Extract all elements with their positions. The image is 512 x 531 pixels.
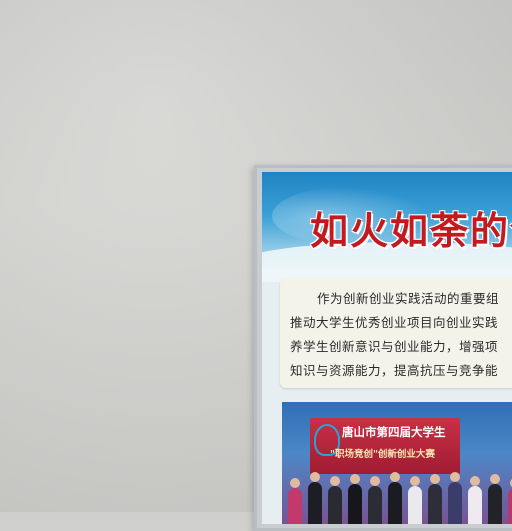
person-figure	[468, 486, 482, 524]
person-head	[510, 478, 512, 488]
poster: 如火如荼的创 作为创新创业实践活动的重要组 推动大学生优秀创业项目向创业实践 养…	[262, 172, 512, 524]
person-head	[390, 472, 400, 482]
person-head	[470, 476, 480, 486]
person-head	[410, 476, 420, 486]
person-figure	[308, 482, 322, 524]
poster-text-line: 养学生创新意识与创业能力，增强项	[290, 339, 499, 354]
banner-wave	[262, 242, 512, 282]
world-map-graphic	[272, 186, 432, 246]
person-head	[490, 474, 500, 484]
person-figure	[388, 482, 402, 524]
event-sign-line2: "职场竞创"创新创业大赛	[330, 449, 435, 460]
person-figure	[428, 484, 442, 524]
person-head	[310, 472, 320, 482]
person-head	[290, 478, 300, 488]
person-figure	[328, 486, 342, 524]
poster-title: 如火如荼的创	[310, 208, 512, 253]
person-figure	[508, 488, 512, 524]
person-head	[330, 476, 340, 486]
person-head	[430, 474, 440, 484]
event-photo: 唐山市第四届大学生 "职场竞创"创新创业大赛	[282, 402, 512, 524]
person-figure	[348, 484, 362, 524]
person-figure	[488, 484, 502, 524]
poster-banner: 如火如荼的创	[262, 172, 512, 282]
event-logo-icon	[314, 424, 340, 456]
event-sign-line1: 唐山市第四届大学生	[342, 425, 446, 439]
person-head	[350, 474, 360, 484]
person-head	[450, 472, 460, 482]
poster-text-line: 知识与资源能力，提高抗压与竞争能	[290, 363, 499, 378]
poster-text-line: 推动大学生优秀创业项目向创业实践	[290, 315, 499, 330]
person-figure	[368, 486, 382, 524]
poster-text-line: 作为创新创业实践活动的重要组	[317, 291, 500, 306]
person-head	[370, 476, 380, 486]
person-figure	[448, 482, 462, 524]
person-figure	[408, 486, 422, 524]
poster-text-panel: 作为创新创业实践活动的重要组 推动大学生优秀创业项目向创业实践 养学生创新意识与…	[280, 278, 512, 388]
person-figure	[288, 488, 302, 524]
